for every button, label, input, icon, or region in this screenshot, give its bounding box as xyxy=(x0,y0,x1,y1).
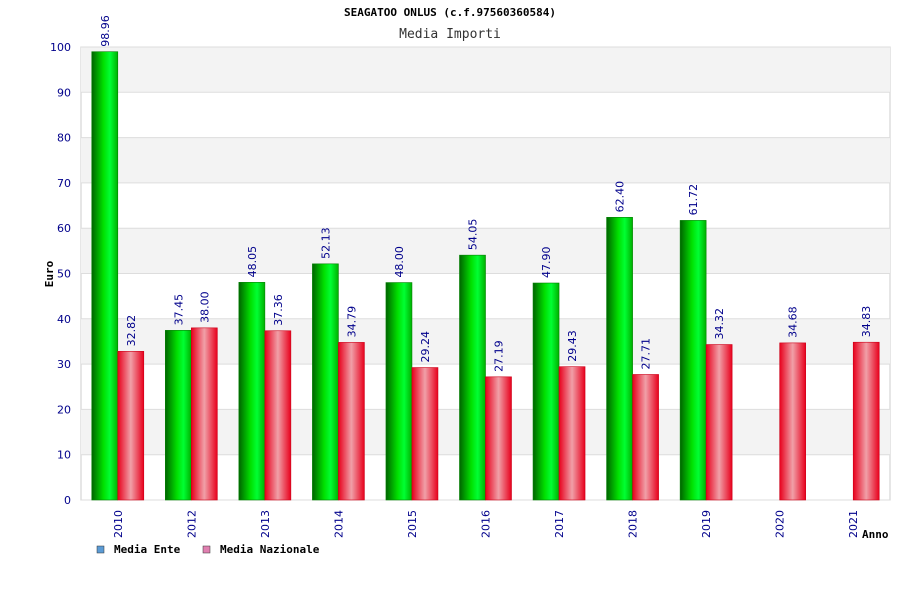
y-tick-label: 20 xyxy=(57,403,71,416)
bar-media-ente xyxy=(385,282,413,501)
chart-title: SEAGATOO ONLUS (c.f.97560360584) xyxy=(344,6,556,19)
bar-media-ente xyxy=(165,330,192,501)
y-tick-label: 30 xyxy=(57,358,71,371)
bar-data-label: 34.83 xyxy=(860,306,873,338)
y-tick-label: 70 xyxy=(57,177,71,190)
y-axis-label: Euro xyxy=(43,260,56,287)
bar-media-nazionale xyxy=(485,376,512,501)
bar-media-nazionale xyxy=(117,351,145,501)
bar-media-ente xyxy=(679,220,707,501)
x-tick-label: 2015 xyxy=(406,510,419,538)
bar-media-ente xyxy=(459,254,486,501)
y-tick-label: 0 xyxy=(64,494,71,507)
x-tick-label: 2016 xyxy=(480,510,493,538)
bar-data-label: 34.32 xyxy=(713,308,726,340)
legend-swatch-media-ente xyxy=(96,545,105,554)
bar-data-label: 32.82 xyxy=(125,315,138,347)
x-tick-label: 2012 xyxy=(185,510,198,538)
legend-label-media-ente: Media Ente xyxy=(114,543,181,556)
x-axis-label: Anno xyxy=(862,528,889,541)
y-tick-label: 60 xyxy=(57,222,71,235)
bar-media-nazionale xyxy=(411,367,439,501)
bar-media-nazionale xyxy=(264,330,292,501)
bar-media-nazionale xyxy=(558,366,586,501)
bar-media-nazionale xyxy=(632,374,659,501)
bar-media-nazionale xyxy=(852,341,880,501)
y-tick-label: 10 xyxy=(57,449,71,462)
bar-data-label: 37.36 xyxy=(272,294,285,326)
bar-media-ente xyxy=(238,282,266,501)
x-tick-label: 2020 xyxy=(774,510,787,538)
bar-media-ente xyxy=(91,51,119,501)
bar-data-label: 98.96 xyxy=(99,15,112,47)
x-tick-label: 2017 xyxy=(553,510,566,538)
bar-data-label: 52.13 xyxy=(319,227,332,259)
x-tick-label: 2021 xyxy=(847,510,860,538)
grid-band xyxy=(81,137,890,183)
x-tick-label: 2019 xyxy=(700,510,713,538)
bar-media-nazionale xyxy=(779,342,806,501)
y-tick-label: 100 xyxy=(50,41,71,54)
legend-label-media-nazionale: Media Nazionale xyxy=(220,543,320,556)
bar-data-label: 54.05 xyxy=(467,219,480,251)
grid-band xyxy=(81,47,890,93)
bar-media-nazionale xyxy=(705,344,733,501)
bar-data-label: 38.00 xyxy=(198,291,211,323)
bar-data-label: 61.72 xyxy=(687,184,700,216)
bar-data-label: 29.24 xyxy=(419,331,432,363)
y-tick-label: 90 xyxy=(57,86,71,99)
bar-media-ente xyxy=(606,217,633,501)
chart-subtitle: Media Importi xyxy=(399,27,501,42)
bar-data-label: 34.79 xyxy=(345,306,358,338)
x-tick-label: 2018 xyxy=(627,510,640,538)
y-tick-label: 80 xyxy=(57,132,71,145)
y-tick-label: 50 xyxy=(57,268,71,281)
bar-data-label: 47.90 xyxy=(540,247,553,279)
bar-media-nazionale xyxy=(191,327,218,501)
bar-data-label: 34.68 xyxy=(787,306,800,338)
bar-data-label: 29.43 xyxy=(566,330,579,362)
y-tick-label: 40 xyxy=(57,313,71,326)
bar-data-label: 27.71 xyxy=(640,338,653,370)
x-tick-label: 2014 xyxy=(332,510,345,538)
bar-data-label: 48.05 xyxy=(246,246,259,278)
x-tick-label: 2010 xyxy=(112,510,125,538)
bar-data-label: 48.00 xyxy=(393,246,406,278)
x-tick-label: 2013 xyxy=(259,510,272,538)
y-axis-ticks: 0 10 20 30 40 50 60 70 80 90 100 xyxy=(50,41,71,507)
bar-data-label: 37.45 xyxy=(172,294,185,326)
bar-data-label: 62.40 xyxy=(614,181,627,213)
x-axis-ticks: 2010 2012 2013 2014 2015 2016 2017 2018 2019 2020… xyxy=(112,510,860,538)
bar-data-label: 27.19 xyxy=(493,340,506,372)
legend: Media Ente Media Nazionale xyxy=(96,543,320,556)
bar-media-ente xyxy=(532,282,560,501)
bars xyxy=(91,51,880,501)
bar-media-nazionale xyxy=(338,342,365,501)
bar-data-labels: 98.96 32.82 37.45 38.00 48.05 37.36 52.13 34.79… xyxy=(99,15,873,372)
bar-media-ente xyxy=(312,263,339,501)
legend-swatch-media-nazionale xyxy=(202,545,211,554)
